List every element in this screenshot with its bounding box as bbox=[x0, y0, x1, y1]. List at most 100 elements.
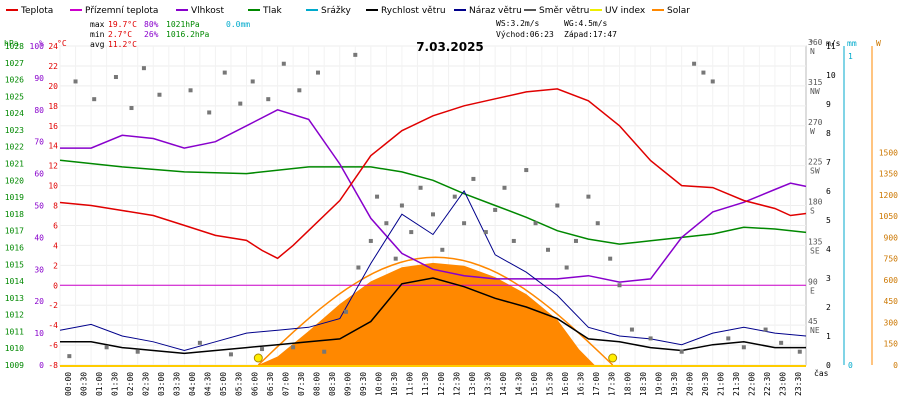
stat-max-temp: 19.7°C bbox=[108, 20, 137, 29]
x-tick-label: 02:30 bbox=[141, 372, 150, 396]
x-tick-label: 09:00 bbox=[344, 372, 353, 396]
direction-point bbox=[343, 309, 348, 314]
direction-point bbox=[692, 61, 697, 66]
tick-label-w: 150 bbox=[884, 340, 899, 349]
stat-min-temp: 2.7°C bbox=[108, 30, 132, 39]
sun-marker bbox=[253, 353, 263, 363]
tick-label-dir: N bbox=[810, 47, 815, 56]
x-tick-label: 08:30 bbox=[328, 372, 337, 396]
direction-point bbox=[266, 97, 271, 102]
direction-point bbox=[157, 92, 162, 97]
x-tick-label: 11:30 bbox=[421, 372, 430, 396]
tick-label-dir: SE bbox=[810, 246, 820, 255]
direction-point bbox=[322, 349, 327, 354]
direction-point bbox=[493, 207, 498, 212]
stat-avg-label: avg bbox=[90, 40, 105, 49]
legend: Teplota Přízemní teplota Vlhkost Tlak Srážky… bbox=[6, 6, 690, 16]
tick-label-w: 1200 bbox=[879, 191, 898, 200]
tick-label-ms: 4 bbox=[826, 245, 831, 254]
x-tick-label: 07:00 bbox=[281, 372, 290, 396]
x-tick-label: 12:30 bbox=[452, 372, 461, 396]
axis-title-mm: mm bbox=[847, 39, 857, 48]
legend-label: Rychlost větru bbox=[381, 6, 446, 16]
tick-label-dir: S bbox=[810, 207, 815, 216]
direction-point bbox=[368, 238, 373, 243]
x-tick-label: 01:30 bbox=[110, 372, 119, 396]
x-tick-label: 09:30 bbox=[359, 372, 368, 396]
tick-label-hpa: 1010 bbox=[5, 344, 24, 353]
x-tick-label: 15:00 bbox=[530, 372, 539, 396]
x-tick-label: 05:00 bbox=[219, 372, 228, 396]
tick-label-deg: 90 bbox=[808, 277, 818, 286]
direction-point bbox=[393, 256, 398, 261]
direction-point bbox=[555, 203, 560, 208]
tick-label-hpa: 1016 bbox=[5, 243, 24, 252]
tick-label-w: 1350 bbox=[879, 170, 898, 179]
x-tick-label: 04:30 bbox=[204, 372, 213, 396]
direction-point bbox=[260, 347, 265, 352]
tick-label-hpa: 1020 bbox=[5, 176, 24, 185]
stat-ws: WS:3.2m/s bbox=[496, 19, 540, 28]
tick-label-deg: 270 bbox=[808, 118, 823, 127]
x-tick-label: 14:00 bbox=[499, 372, 508, 396]
tick-label-degc: 2 bbox=[53, 261, 58, 270]
x-tick-label: 23:30 bbox=[794, 372, 803, 396]
tick-label-degc: 22 bbox=[48, 62, 58, 71]
x-axis: 00:00 00:30 01:00 01:30 02:00 02:30 03:00 03:30… bbox=[60, 365, 806, 396]
direction-point bbox=[297, 88, 302, 93]
tick-label-hpa: 1027 bbox=[5, 59, 24, 68]
direction-point bbox=[629, 327, 634, 332]
x-tick-label: 22:30 bbox=[763, 372, 772, 396]
legend-label: Vlhkost bbox=[191, 6, 224, 16]
tick-label-hpa: 1023 bbox=[5, 126, 24, 135]
sun-marker bbox=[608, 353, 618, 363]
direction-point bbox=[129, 106, 134, 111]
direction-point bbox=[701, 70, 706, 75]
direction-point bbox=[648, 336, 653, 341]
direction-point bbox=[113, 75, 118, 80]
tick-label-hpa: 1009 bbox=[5, 361, 24, 370]
tick-label-hpa: 1013 bbox=[5, 294, 24, 303]
direction-point bbox=[92, 97, 97, 102]
x-tick-label: 22:00 bbox=[748, 372, 757, 396]
direction-point bbox=[384, 221, 389, 226]
direction-point bbox=[238, 101, 243, 106]
tick-label-hpa: 1024 bbox=[5, 109, 24, 118]
stat-max-label: max bbox=[90, 20, 105, 29]
series-pressure bbox=[59, 159, 807, 245]
axis-title-pct: % bbox=[39, 39, 44, 48]
axis-title-ms: m/s bbox=[826, 39, 841, 48]
x-tick-label: 14:30 bbox=[514, 372, 523, 396]
tick-label-w: 450 bbox=[884, 297, 899, 306]
direction-point bbox=[73, 79, 78, 84]
tick-label-deg: 135 bbox=[808, 237, 823, 246]
tick-label-degc: 14 bbox=[48, 142, 58, 151]
tick-label-degc: 6 bbox=[53, 221, 58, 230]
tick-label-degc: 8 bbox=[53, 202, 58, 211]
tick-label-hpa: 1012 bbox=[5, 311, 24, 320]
tick-label-deg: 180 bbox=[808, 198, 823, 207]
tick-label-pct: 70 bbox=[34, 138, 44, 147]
direction-point bbox=[440, 247, 445, 252]
tick-label-pct: 50 bbox=[34, 202, 44, 211]
direction-point bbox=[502, 185, 507, 190]
direction-point bbox=[399, 203, 404, 208]
x-tick-label: 20:30 bbox=[701, 372, 710, 396]
x-tick-label: 02:00 bbox=[126, 372, 135, 396]
tick-label-dir: NW bbox=[810, 87, 820, 96]
direction-point bbox=[710, 79, 715, 84]
x-tick-label: 10:00 bbox=[375, 372, 384, 396]
x-tick-label: 01:00 bbox=[95, 372, 104, 396]
stat-min-label: min bbox=[90, 30, 105, 39]
tick-label-w: 0 bbox=[893, 361, 898, 370]
tick-label-ms: 5 bbox=[826, 216, 831, 225]
direction-point bbox=[797, 349, 802, 354]
direction-point bbox=[511, 238, 516, 243]
tick-label-degc: 24 bbox=[48, 42, 58, 51]
direction-point bbox=[67, 354, 72, 359]
x-tick-label: 05:30 bbox=[235, 372, 244, 396]
direction-point bbox=[617, 283, 622, 288]
x-tick-label: 04:00 bbox=[188, 372, 197, 396]
direction-point bbox=[546, 247, 551, 252]
direction-point bbox=[375, 194, 380, 199]
